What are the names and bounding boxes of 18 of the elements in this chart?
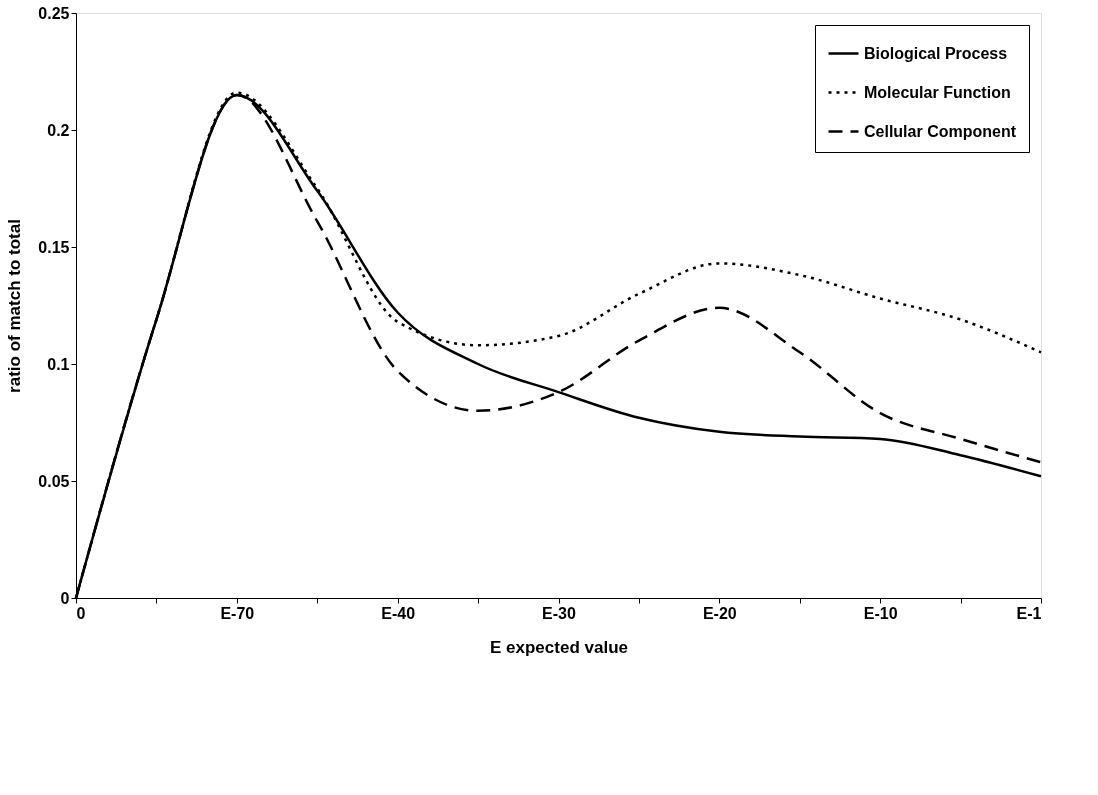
x-tick-label: E-20 xyxy=(702,604,737,622)
y-tick-label: 0.05 xyxy=(38,472,70,490)
x-tick-label: E-30 xyxy=(542,604,576,622)
y-axis-title: ratio of match to total xyxy=(5,219,25,393)
x-tick-label: 0 xyxy=(76,604,86,622)
legend-label: Biological Process xyxy=(864,44,1008,62)
y-tick-label: 0 xyxy=(60,589,70,607)
x-tick-label: E-10 xyxy=(863,604,898,622)
x-tick-label: E-40 xyxy=(381,604,416,622)
y-tick-label: 0.25 xyxy=(38,4,70,22)
x-tick-label: E-1 xyxy=(1016,604,1042,622)
x-axis-title: E expected value xyxy=(490,637,628,657)
legend-label: Molecular Function xyxy=(864,83,1011,101)
y-tick-label: 0.1 xyxy=(47,355,70,373)
x-tick-label: E-70 xyxy=(220,604,255,622)
y-tick-label: 0.15 xyxy=(38,238,70,256)
legend-label: Cellular Component xyxy=(864,122,1017,140)
y-tick-label: 0.2 xyxy=(47,121,70,139)
